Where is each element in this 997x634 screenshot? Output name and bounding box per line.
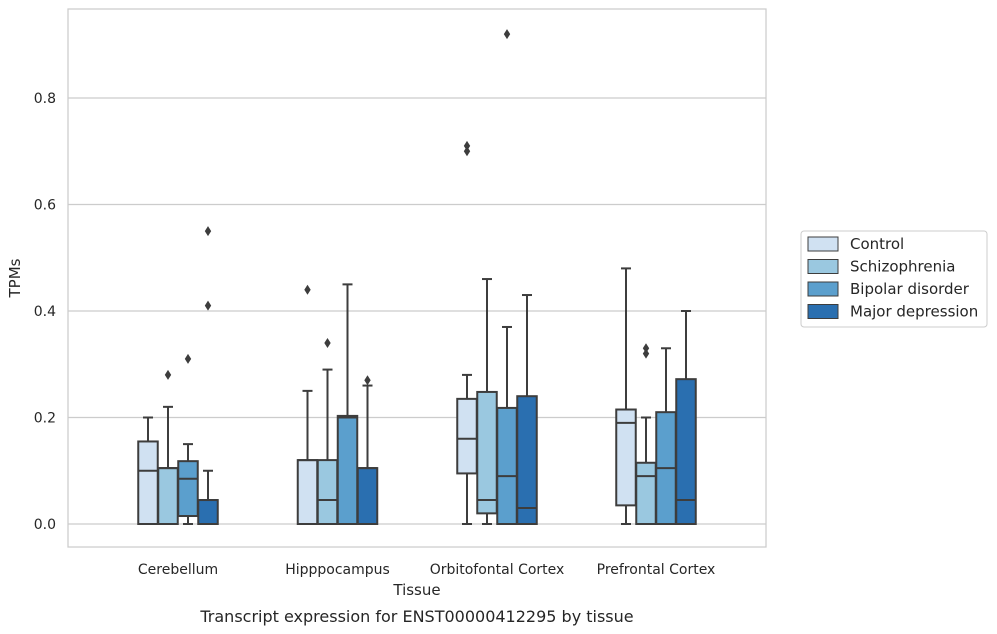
box-body [456, 397, 478, 475]
box-body [356, 467, 379, 525]
legend-item: Control [807, 235, 904, 253]
y-axis-title: TPMs [6, 258, 24, 298]
box-schizophrenia [157, 369, 179, 525]
y-tick-label: 0.0 [34, 517, 56, 533]
outlier-point [642, 343, 650, 354]
outlier-point [304, 284, 311, 295]
legend-label: Control [850, 235, 904, 253]
legend-item: Bipolar disorder [807, 280, 970, 298]
legend-item: Schizophrenia [807, 258, 955, 276]
box-major-depression [197, 226, 219, 526]
box-control [615, 267, 637, 525]
legend-swatch [807, 281, 839, 297]
box-body [476, 390, 498, 515]
box-control [296, 284, 319, 526]
box-body [137, 440, 159, 525]
outlier-point [204, 300, 212, 311]
legend-frame [800, 230, 988, 328]
box-body [635, 461, 657, 526]
y-tick-label: 0.8 [34, 91, 56, 107]
box-schizophrenia [635, 343, 657, 526]
box-body [296, 459, 319, 526]
legend-item: Major depression [807, 303, 978, 321]
box-major-depression [516, 294, 538, 526]
box-control [456, 140, 478, 525]
box-body [615, 408, 637, 507]
box-schizophrenia [476, 278, 498, 525]
box-bipolar-disorder [336, 283, 359, 525]
box-body [675, 378, 697, 525]
legend-swatch [807, 304, 839, 319]
box-body [496, 406, 518, 526]
box-bipolar-disorder [655, 347, 677, 525]
legend-label: Major depression [850, 303, 978, 321]
outlier-point [463, 146, 471, 157]
box-body [316, 459, 339, 526]
box-control [137, 416, 159, 525]
box-groups [137, 29, 697, 526]
legend: Control Schizophrenia Bipolar disorder Majo… [800, 230, 988, 328]
box-body [336, 414, 359, 525]
outlier-point [164, 369, 172, 380]
box-bipolar-disorder [496, 29, 518, 526]
outlier-point [364, 375, 371, 386]
y-tick-label: 0.4 [34, 304, 56, 320]
x-tick-label: Orbitofontal Cortex [430, 562, 565, 578]
legend-swatch [807, 236, 839, 252]
x-tick-label: Hipppocampus [285, 562, 390, 578]
box-body [516, 395, 538, 526]
y-tick-labels: 0.0 0.2 0.4 0.6 0.8 [34, 91, 56, 533]
outlier-point [204, 226, 212, 237]
legend-label: Schizophrenia [850, 258, 955, 276]
outlier-point [324, 337, 331, 348]
box-body [197, 499, 219, 526]
outlier-point [642, 348, 650, 359]
outlier-point [503, 29, 511, 40]
outlier-point [463, 140, 471, 151]
box-body [177, 460, 199, 518]
box-major-depression [675, 310, 697, 525]
outlier-point [184, 353, 192, 364]
x-tick-label: Prefrontal Cortex [597, 562, 716, 578]
y-tick-label: 0.2 [34, 411, 56, 427]
y-tick-label: 0.6 [34, 198, 56, 214]
box-schizophrenia [316, 337, 339, 526]
x-axis-title: Tissue [392, 581, 440, 599]
chart-caption: Transcript expression for ENST0000041229… [199, 607, 633, 626]
plot-frame [67, 8, 767, 548]
x-tick-labels: Cerebellum Hipppocampus Orbitofontal Corte… [138, 562, 715, 578]
box-major-depression [356, 375, 379, 525]
legend-swatch [807, 259, 839, 274]
legend-label: Bipolar disorder [850, 280, 970, 298]
box-bipolar-disorder [177, 353, 199, 525]
x-tick-label: Cerebellum [138, 562, 218, 578]
box-body [157, 467, 179, 525]
